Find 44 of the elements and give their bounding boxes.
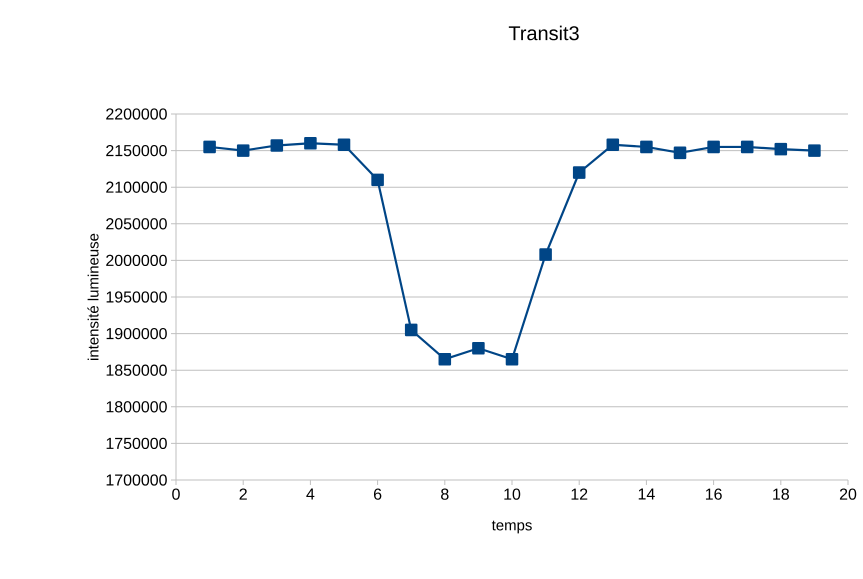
y-tick-label: 2000000 <box>106 254 167 266</box>
point <box>270 139 284 152</box>
point <box>371 174 384 186</box>
point <box>707 140 720 154</box>
point <box>606 138 620 152</box>
y-tick-label: 2100000 <box>106 182 167 193</box>
point <box>740 140 754 154</box>
point <box>236 144 250 157</box>
point <box>304 137 317 150</box>
point <box>338 138 350 152</box>
x-tick-label: 6 <box>374 488 382 500</box>
point <box>404 324 418 336</box>
x-tick-label: 8 <box>441 488 449 500</box>
y-axis-title: intensité lumineuse <box>87 234 99 360</box>
y-tick-label: 1750000 <box>106 438 167 450</box>
chart-title: Transit3 <box>508 26 579 40</box>
point <box>438 352 452 366</box>
x-axis-title: temps <box>492 520 532 534</box>
x-tick-label: 10 <box>504 488 520 500</box>
x-tick-label: 0 <box>172 488 180 500</box>
point <box>539 248 552 261</box>
y-tick-label: 1900000 <box>106 328 167 340</box>
point <box>472 342 485 355</box>
point <box>640 140 653 154</box>
x-tick-label: 16 <box>706 488 722 500</box>
x-tick-label: 2 <box>240 488 247 500</box>
point <box>572 166 586 179</box>
y-tick-label: 1850000 <box>106 364 167 376</box>
point <box>774 142 788 156</box>
point <box>808 144 821 157</box>
point <box>506 352 518 366</box>
x-tick-label: 18 <box>773 488 789 500</box>
x-tick-label: 4 <box>306 488 314 500</box>
y-tick-label: 2200000 <box>106 108 167 120</box>
y-tick-label: 1700000 <box>106 474 167 486</box>
x-tick-label: 14 <box>638 488 655 500</box>
y-tick-label: 2150000 <box>106 144 167 156</box>
point <box>203 140 216 154</box>
x-tick-label: 20 <box>840 488 856 500</box>
y-tick-label: 1950000 <box>106 291 167 303</box>
point <box>674 146 686 160</box>
x-tick-label: 12 <box>572 488 588 500</box>
y-tick-label: 1800000 <box>106 401 167 412</box>
y-tick-label: 2050000 <box>106 218 167 230</box>
